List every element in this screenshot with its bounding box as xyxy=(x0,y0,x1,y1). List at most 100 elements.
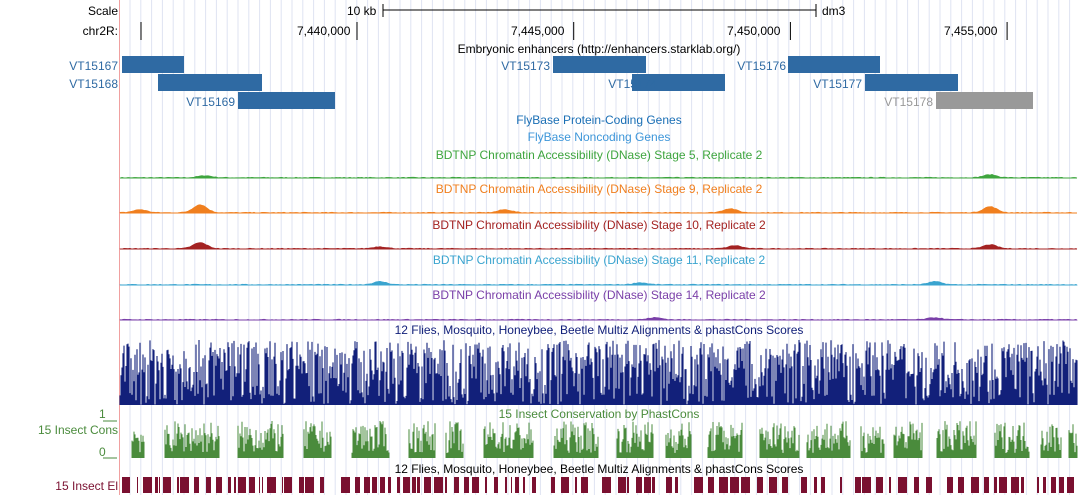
feature-label-vt15173[interactable]: VT15173 xyxy=(501,59,550,73)
feature-label-vt15176[interactable]: VT15176 xyxy=(737,59,786,73)
conserved-element-block xyxy=(984,477,989,493)
phastcons-ymin-label: 0 xyxy=(99,445,106,459)
conserved-element-block xyxy=(666,477,672,493)
elements-side-label[interactable]: 15 Insect El xyxy=(55,479,118,493)
ruler-graphics xyxy=(140,4,817,40)
conserved-element-block xyxy=(454,477,459,493)
conserved-element-block xyxy=(898,477,907,493)
protein-coding-genes-title[interactable]: FlyBase Protein-Coding Genes xyxy=(516,113,682,127)
multiz-track-title[interactable]: 12 Flies, Mosquito, Honeybee, Beetle Mul… xyxy=(394,323,804,337)
dnase-signal-3[interactable] xyxy=(119,242,1078,250)
multiz-bars[interactable] xyxy=(119,340,1078,405)
dnase-stage11-title[interactable]: BDTNP Chromatin Accessibility (DNase) St… xyxy=(432,253,766,267)
conserved-element-block xyxy=(282,477,283,493)
enhancer-track-title[interactable]: Embryonic enhancers (http://enhancers.st… xyxy=(457,42,741,56)
conserved-element-block xyxy=(320,477,324,493)
conserved-element-block xyxy=(122,477,130,493)
conserved-element-block xyxy=(434,477,443,493)
conserved-element-block xyxy=(1059,477,1064,493)
dnase-signal-2[interactable] xyxy=(119,204,1078,214)
multiz-conservation-plot[interactable] xyxy=(119,340,1078,405)
scale-label: Scale xyxy=(87,4,118,18)
conserved-element-block xyxy=(515,477,519,493)
conserved-element-block xyxy=(380,477,385,493)
feature-box-vt15169[interactable] xyxy=(238,92,335,109)
dnase-stage5-title[interactable]: BDTNP Chromatin Accessibility (DNase) St… xyxy=(435,148,763,162)
conserved-element-block xyxy=(262,477,263,493)
tick-label-4: 7,455,000 xyxy=(944,24,998,38)
conserved-element-block xyxy=(137,477,138,493)
conserved-element-block xyxy=(926,477,932,493)
feature-box-vt15178[interactable] xyxy=(936,92,1033,109)
feature-label-vt15177[interactable]: VT15177 xyxy=(813,77,862,91)
conserved-element-block xyxy=(821,477,825,493)
conserved-element-block xyxy=(958,477,964,493)
conserved-element-block xyxy=(618,477,626,493)
conserved-element-block xyxy=(511,477,512,493)
conserved-element-block xyxy=(741,477,750,493)
conserved-element-block xyxy=(782,477,788,493)
conserved-elements-plot[interactable] xyxy=(122,477,1074,493)
conserved-element-block xyxy=(180,477,189,493)
dnase-signal-1[interactable] xyxy=(119,173,1078,179)
conserved-element-block xyxy=(862,477,871,493)
conserved-element-block xyxy=(397,477,400,493)
conserved-element-block xyxy=(855,477,861,493)
conserved-element-block xyxy=(1011,477,1019,493)
dnase-stage10-title[interactable]: BDTNP Chromatin Accessibility (DNase) St… xyxy=(432,218,766,232)
conserved-element-block xyxy=(388,477,391,493)
conserved-element-block xyxy=(234,477,236,493)
conserved-element-block xyxy=(143,477,152,493)
chrom-label: chr2R: xyxy=(82,24,118,38)
feature-label-vt15167[interactable]: VT15167 xyxy=(69,59,118,73)
feature-label-vt15174[interactable]: VT15174 xyxy=(608,77,657,91)
conserved-element-block xyxy=(305,477,314,493)
conserved-element-block xyxy=(1067,477,1074,493)
feature-box-vt15176[interactable] xyxy=(788,56,880,73)
conserved-element-block xyxy=(840,477,842,493)
conserved-element-block xyxy=(814,477,817,493)
conserved-element-block xyxy=(581,477,588,493)
feature-box-vt15174[interactable] xyxy=(632,74,725,91)
conserved-element-block xyxy=(757,477,763,493)
phastcons-side-label[interactable]: 15 Insect Cons xyxy=(37,423,118,437)
conserved-element-block xyxy=(259,477,260,493)
conserved-element-block xyxy=(694,477,703,493)
elements-track-title[interactable]: 12 Flies, Mosquito, Honeybee, Beetle Mul… xyxy=(394,462,804,476)
dnase-signal-4[interactable] xyxy=(119,280,1078,286)
conserved-element-block xyxy=(675,477,678,493)
phastcons-plot[interactable] xyxy=(103,420,1078,459)
conserved-element-block xyxy=(876,477,883,493)
feature-box-vt15177[interactable] xyxy=(865,74,958,91)
dnase-signal-plots[interactable] xyxy=(119,173,1078,321)
phastcons-bars[interactable] xyxy=(131,421,1078,458)
noncoding-genes-title[interactable]: FlyBase Noncoding Genes xyxy=(527,130,671,144)
feature-label-vt15168[interactable]: VT15168 xyxy=(69,77,118,91)
conserved-element-block xyxy=(999,477,1007,493)
feature-label-vt15178[interactable]: VT15178 xyxy=(884,95,933,109)
phastcons-track-title[interactable]: 15 Insect Conservation by PhastCons xyxy=(498,407,700,421)
conserved-element-block xyxy=(403,477,410,493)
enhancer-features[interactable] xyxy=(122,56,1033,109)
dnase-stage9-title[interactable]: BDTNP Chromatin Accessibility (DNase) St… xyxy=(435,182,763,196)
conserved-element-block xyxy=(914,477,919,493)
tick-label-1: 7,440,000 xyxy=(297,24,351,38)
conserved-element-block xyxy=(769,477,777,493)
feature-box-vt15167[interactable] xyxy=(122,56,184,73)
conserved-element-block xyxy=(238,477,246,493)
conserved-element-block xyxy=(627,477,629,493)
ruler-ticks xyxy=(356,22,1008,40)
dnase-stage14-title[interactable]: BDTNP Chromatin Accessibility (DNase) St… xyxy=(432,288,766,302)
conserved-element-block xyxy=(284,477,292,493)
tick-label-2: 7,445,000 xyxy=(511,24,565,38)
conserved-element-block xyxy=(994,477,997,493)
conserved-element-block xyxy=(155,477,158,493)
conserved-element-block xyxy=(971,477,979,493)
conserved-element-block xyxy=(1021,477,1024,493)
feature-box-vt15168[interactable] xyxy=(158,74,262,91)
conserved-element-block xyxy=(532,477,536,493)
feature-box-vt15173[interactable] xyxy=(553,56,646,73)
feature-label-vt15169[interactable]: VT15169 xyxy=(186,95,235,109)
